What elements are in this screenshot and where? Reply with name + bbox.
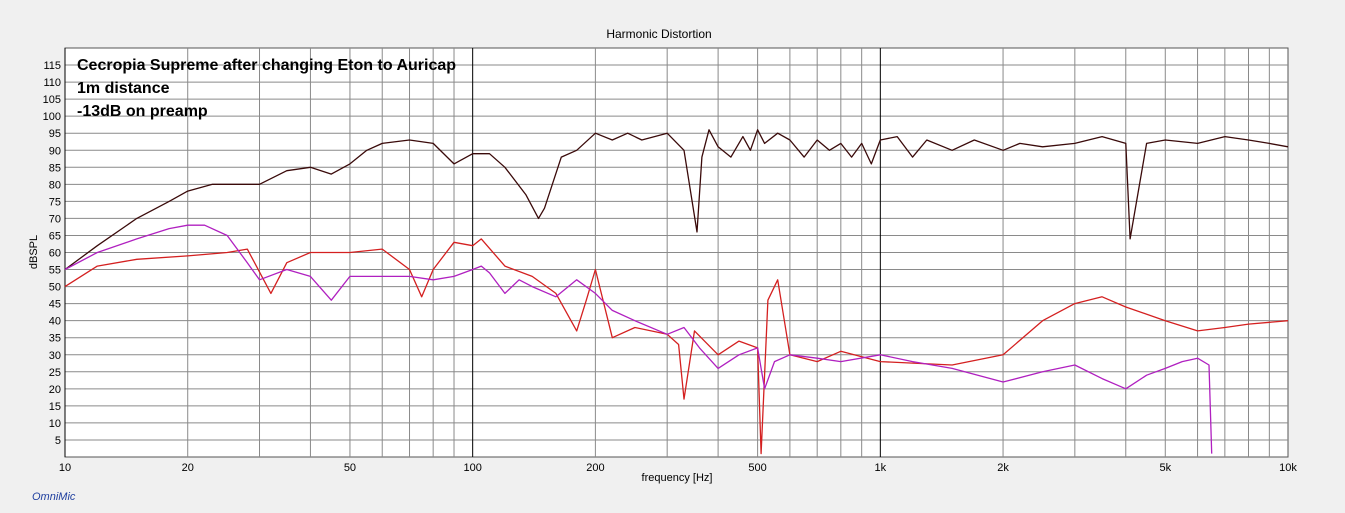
y-tick-label: 35 — [49, 333, 61, 345]
y-tick-label: 115 — [43, 60, 61, 72]
y-tick-label: 60 — [49, 248, 61, 260]
x-tick-label: 200 — [586, 462, 604, 474]
x-axis-label: frequency [Hz] — [642, 472, 713, 484]
y-tick-label: 110 — [43, 77, 61, 89]
y-tick-label: 45 — [49, 299, 61, 311]
x-tick-label: 50 — [344, 462, 356, 474]
annotation-line-1: Cecropia Supreme after changing Eton to … — [77, 57, 456, 74]
y-tick-label: 10 — [49, 418, 61, 430]
y-tick-label: 55 — [49, 265, 61, 277]
y-tick-label: 30 — [49, 350, 61, 362]
x-tick-label: 10k — [1279, 462, 1297, 474]
y-tick-label: 90 — [49, 145, 61, 157]
x-tick-label: 10 — [59, 462, 71, 474]
x-tick-label: 1k — [875, 462, 887, 474]
annotation-line-3: -13dB on preamp — [77, 103, 208, 120]
tick-labels: 5 10 15 20 25 30 35 40 45 50 55 60 65 70 75 80 85 90 95 100… — [43, 60, 1298, 474]
y-tick-label: 70 — [49, 213, 61, 225]
series-layer — [64, 129, 1289, 455]
x-tick-label: 100 — [463, 462, 481, 474]
annotation-block: Cecropia Supreme after changing Eton to … — [77, 57, 456, 120]
chart-title: Harmonic Distortion — [606, 27, 711, 41]
y-tick-label: 80 — [49, 179, 61, 191]
series-line-2 — [64, 238, 1289, 455]
y-tick-label: 15 — [49, 401, 61, 413]
y-tick-label: 50 — [49, 282, 61, 294]
grid-lines — [64, 48, 1288, 457]
y-tick-label: 40 — [49, 316, 61, 328]
y-tick-label: 100 — [43, 111, 61, 123]
y-tick-label: 75 — [49, 196, 61, 208]
y-tick-label: 25 — [49, 367, 61, 379]
y-tick-label: 5 — [55, 435, 61, 447]
y-tick-label: 105 — [43, 94, 61, 106]
y-tick-label: 95 — [49, 128, 61, 140]
y-tick-label: 65 — [49, 230, 61, 242]
x-tick-label: 500 — [748, 462, 766, 474]
series-line-1 — [64, 129, 1289, 271]
x-tick-label: 5k — [1159, 462, 1171, 474]
x-tick-label: 20 — [182, 462, 194, 474]
annotation-line-2: 1m distance — [77, 80, 170, 97]
y-tick-label: 20 — [49, 384, 61, 396]
y-tick-label: 85 — [49, 162, 61, 174]
series-line-3 — [64, 224, 1213, 454]
y-axis-label: dBSPL — [28, 235, 40, 269]
omnimic-brand-label: OmniMic — [32, 491, 76, 503]
x-tick-label: 2k — [997, 462, 1009, 474]
